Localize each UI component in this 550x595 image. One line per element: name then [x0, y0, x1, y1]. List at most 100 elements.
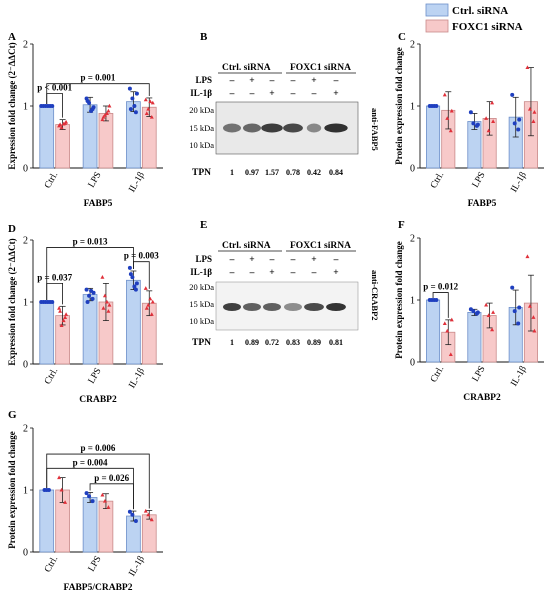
data-point-d	[100, 275, 105, 279]
y-tick-label-d: 2	[23, 236, 28, 247]
data-point-a	[50, 104, 55, 108]
data-point-f	[510, 285, 515, 290]
chart-panel-a: 0 1 2 Expression fold change (2⁻ΔΔCt) Ctrl. L…	[7, 40, 163, 209]
blot-b-marker-10: 10 kDa	[189, 140, 214, 150]
data-point-f	[532, 328, 537, 333]
data-point-d	[87, 293, 92, 298]
data-point-c	[510, 92, 515, 97]
y-tick-label-f: 2	[410, 234, 415, 245]
data-point-f	[525, 254, 530, 259]
blot-e-marker-20: 20 kDa	[189, 282, 214, 292]
data-point-f	[491, 310, 496, 314]
data-point-d	[59, 323, 64, 328]
blot-e-treatment-marks: – + – – + – – – + – – +	[229, 255, 339, 278]
legend-swatch-ctrl	[425, 3, 449, 17]
data-point-d	[144, 306, 149, 310]
data-point-a	[59, 125, 64, 130]
data-point-d	[134, 281, 139, 286]
treatment-mark: –	[229, 76, 235, 86]
significance-bracket-d	[46, 247, 134, 300]
significance-bracket-f	[432, 292, 449, 318]
data-point-d	[127, 265, 132, 270]
blot-e-marker-15: 15 kDa	[189, 299, 214, 309]
x-axis-label-f: CRABP2	[463, 393, 501, 403]
bar-a	[39, 105, 55, 169]
bar-a	[55, 124, 70, 169]
x-axis-label-c: FABP5	[468, 199, 497, 209]
y-tick-label-a: 0	[23, 164, 28, 175]
panel-letter-f: F	[398, 219, 405, 231]
treatment-mark: +	[311, 255, 316, 265]
data-point-a	[101, 114, 106, 119]
treatment-mark: –	[290, 76, 296, 86]
blot-b-header-ctrl: Ctrl. siRNA	[222, 63, 271, 73]
panel-letter-b: B	[200, 31, 208, 43]
data-point-f	[434, 298, 439, 302]
data-point-d	[150, 299, 155, 304]
treatment-mark: –	[269, 255, 275, 265]
data-point-c	[512, 121, 517, 126]
data-point-g	[90, 499, 95, 504]
y-axis-label-a: Expression fold change (2⁻ΔΔCt)	[7, 42, 17, 169]
p-value-label-g: p = 0.004	[73, 457, 108, 467]
treatment-mark: –	[333, 255, 339, 265]
treatment-mark: +	[333, 268, 338, 278]
data-point-c	[532, 110, 537, 114]
p-value-label-g: p = 0.026	[94, 473, 129, 483]
blot-e-header-ctrl: Ctrl. siRNA	[222, 241, 271, 251]
protein-band	[243, 303, 261, 311]
data-point-a	[100, 117, 105, 122]
treatment-mark: +	[249, 76, 254, 86]
treatment-mark: –	[229, 268, 235, 278]
blot-b-marker-20: 20 kDa	[189, 105, 214, 115]
blot-e-row-label-il1b: IL-1β	[190, 267, 212, 277]
blot-b-treatment-marks: – + – – + – – – + – – +	[229, 76, 339, 99]
data-point-a	[143, 97, 148, 102]
data-point-g	[102, 498, 107, 503]
p-value-label-d: p = 0.037	[37, 272, 72, 282]
data-point-d	[61, 318, 66, 323]
y-tick-label-c: 0	[410, 164, 415, 175]
data-point-c	[442, 92, 447, 97]
data-point-c	[475, 122, 480, 127]
data-point-f	[512, 309, 517, 314]
data-point-d	[58, 309, 63, 313]
data-point-d	[104, 299, 109, 304]
data-point-a	[102, 113, 107, 117]
tpn-value: 0.84	[329, 168, 343, 177]
bar-d	[126, 279, 141, 365]
x-axis-label-a: FABP5	[84, 199, 113, 209]
data-point-a	[106, 108, 111, 113]
data-point-d	[90, 296, 95, 301]
tpn-value: 0.78	[286, 168, 300, 177]
data-point-d	[143, 286, 148, 290]
blot-e-tpn-values: 1 0.89 0.72 0.83 0.89 0.81	[230, 338, 343, 347]
blot-b-tpn-label: TPN	[192, 168, 211, 178]
data-point-d	[148, 296, 153, 301]
tpn-value: 0.89	[245, 338, 259, 347]
x-tick-label-a: LPS	[87, 171, 104, 190]
legend-label-ctrl: Ctrl. siRNA	[452, 5, 508, 17]
treatment-mark: –	[229, 89, 235, 99]
data-point-a	[127, 86, 132, 91]
bar-a	[82, 104, 98, 169]
data-point-c	[448, 128, 453, 133]
data-point-a	[148, 99, 153, 104]
tpn-value: 0.89	[307, 338, 321, 347]
chart-panel-c: 0 1 2 Protein expression fold change Ctrl. LP…	[394, 40, 544, 209]
data-point-a	[64, 119, 69, 124]
bar-c	[426, 105, 441, 169]
treatment-mark: –	[249, 89, 255, 99]
western-blot-b: Ctrl. siRNA FOXC1 siRNA LPS IL-1β – + – – + –…	[189, 63, 380, 178]
data-point-f	[475, 310, 480, 315]
p-value-label-a: p < 0.001	[37, 83, 72, 93]
x-tick-label-c: LPS	[471, 171, 488, 190]
data-point-f	[449, 317, 454, 322]
protein-band	[284, 303, 302, 311]
x-tick-label-f: IL-1β	[509, 364, 529, 388]
treatment-mark: +	[269, 89, 274, 99]
data-point-c	[468, 110, 473, 115]
tpn-value: 1.57	[265, 168, 279, 177]
data-point-a	[104, 111, 109, 115]
treatment-mark: –	[290, 255, 296, 265]
